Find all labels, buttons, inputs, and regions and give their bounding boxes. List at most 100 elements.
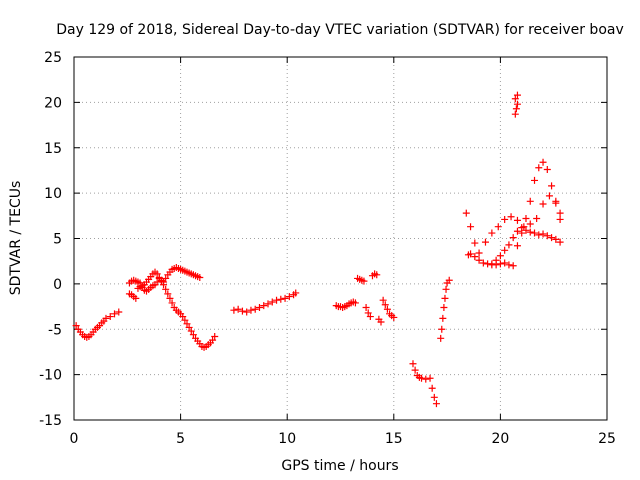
data-point [373, 271, 381, 279]
y-tick-label: 25 [44, 50, 62, 66]
data-point [501, 215, 509, 223]
data-point [543, 232, 551, 240]
data-point [494, 223, 502, 231]
data-point [539, 158, 547, 166]
data-point [441, 294, 449, 302]
y-tick-label: 20 [44, 95, 62, 111]
y-tick-label: 0 [53, 277, 62, 293]
x-tick-label: 5 [176, 431, 185, 447]
data-point [543, 166, 551, 174]
data-point [115, 308, 123, 316]
data-point [211, 333, 219, 341]
data-point [260, 302, 268, 310]
data-point [362, 303, 370, 311]
data-point [496, 252, 504, 260]
data-point [426, 374, 434, 382]
y-tick-label: -10 [39, 368, 62, 384]
data-point [428, 384, 436, 392]
y-tick-labels: -15 -10 -5 0 5 10 15 20 25 [39, 50, 62, 429]
series-seg-b [230, 289, 300, 316]
data-point [439, 314, 447, 322]
data-point [364, 309, 372, 317]
data-point [496, 260, 504, 268]
data-point [243, 308, 251, 316]
gridlines [74, 57, 607, 420]
data-point [366, 313, 374, 321]
data-point [209, 336, 217, 344]
data-point [531, 176, 539, 184]
data-point [102, 314, 110, 322]
x-tick-label: 20 [491, 431, 509, 447]
data-point [548, 234, 556, 242]
data-point [556, 209, 564, 217]
data-point [157, 276, 165, 284]
data-point [153, 270, 161, 278]
data-point [381, 301, 389, 309]
data-point [442, 285, 450, 293]
data-point [285, 293, 293, 301]
data-point [160, 281, 168, 289]
chart-title: Day 129 of 2018, Sidereal Day-to-day VTE… [56, 22, 624, 38]
series-seg-f [464, 158, 564, 270]
series-seg-early [72, 308, 123, 341]
data-point [513, 100, 521, 108]
data-point [526, 228, 534, 236]
data-point [379, 296, 387, 304]
data-point [488, 229, 496, 237]
data-point [134, 284, 142, 292]
data-point [430, 393, 438, 401]
series-seg-d [409, 360, 440, 408]
data-point [507, 213, 515, 221]
data-point [179, 313, 187, 321]
series-seg-g [467, 192, 564, 257]
x-axis-title: GPS time / hours [281, 458, 398, 474]
data-point [277, 295, 285, 303]
y-tick-label: 10 [44, 186, 62, 202]
data-point [238, 307, 246, 315]
data-point [509, 234, 517, 242]
data-point [511, 95, 519, 103]
data-point [187, 327, 195, 335]
data-point [545, 192, 553, 200]
data-point [418, 374, 426, 382]
data-point [132, 294, 140, 302]
data-point [438, 325, 446, 333]
data-point [138, 282, 146, 290]
data-point [518, 224, 526, 232]
data-point [492, 256, 500, 264]
data-point [501, 259, 509, 267]
y-tick-label: -5 [48, 322, 62, 338]
data-point [531, 229, 539, 237]
data-point [513, 227, 521, 235]
data-point [432, 400, 440, 408]
data-point [268, 298, 276, 306]
y-tick-label: 15 [44, 141, 62, 157]
series-seg-h [488, 224, 564, 268]
data-point [533, 215, 541, 223]
y-tick-label: -15 [39, 413, 62, 429]
data-point [511, 110, 519, 118]
data-point [505, 261, 513, 269]
x-tick-label: 0 [70, 431, 79, 447]
data-point [522, 226, 530, 234]
data-point [535, 164, 543, 172]
data-point [475, 249, 483, 257]
data-point [526, 220, 534, 228]
data-point [479, 259, 487, 267]
data-point [273, 296, 281, 304]
data-point [111, 310, 119, 318]
data-point [164, 290, 172, 298]
data-point [513, 216, 521, 224]
data-point [445, 276, 453, 284]
data-point [234, 305, 242, 313]
data-point [471, 253, 479, 261]
data-point [548, 182, 556, 190]
x-tick-label: 10 [278, 431, 296, 447]
data-point [513, 91, 521, 99]
data-point [481, 238, 489, 246]
data-point [467, 223, 475, 231]
data-point [189, 331, 197, 339]
data-point [552, 199, 560, 207]
data-point [106, 313, 114, 321]
